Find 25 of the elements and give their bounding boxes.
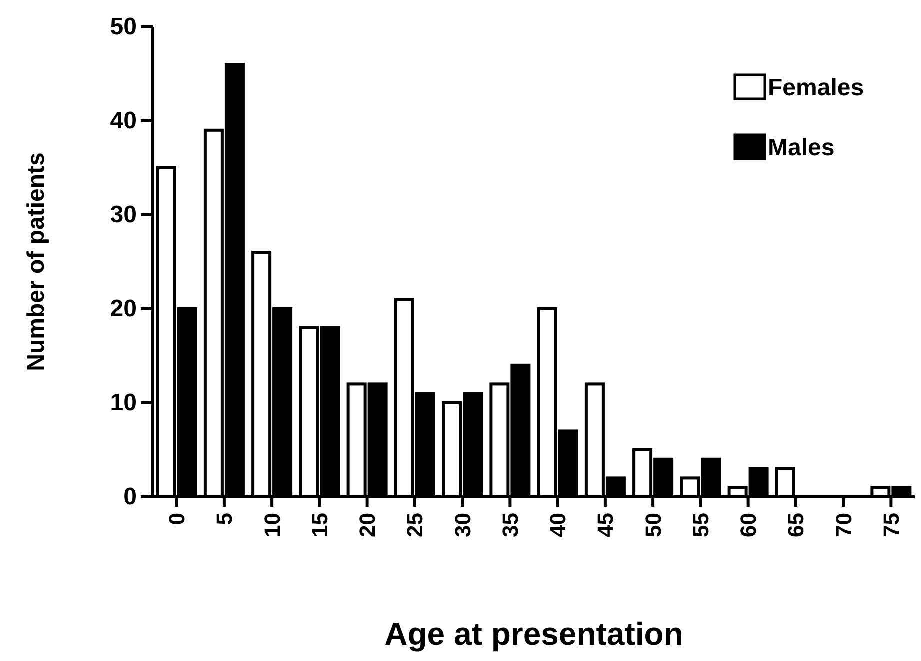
x-tick-label: 55 (688, 513, 714, 538)
y-tick-label: 50 (110, 14, 137, 41)
x-tick-label: 40 (546, 513, 571, 538)
x-tick-label: 20 (355, 513, 380, 538)
x-tick-label: 45 (593, 513, 618, 538)
x-tick-label: 25 (402, 513, 428, 538)
x-tick-label: 15 (307, 513, 332, 538)
x-tick-label: 75 (878, 513, 904, 538)
x-tick-label: 30 (450, 513, 476, 538)
x-tick-label: 35 (498, 513, 523, 538)
x-tick-label: 10 (260, 513, 285, 538)
x-tick-label: 5 (212, 513, 238, 526)
x-axis-title: Age at presentation (384, 616, 684, 652)
y-tick-label: 40 (110, 108, 137, 135)
y-tick-label: 10 (110, 390, 137, 417)
y-axis-title: Number of patients (23, 152, 50, 372)
x-tick-label: 70 (831, 513, 856, 538)
x-tick-label: 0 (164, 513, 190, 526)
y-tick-label: 30 (110, 202, 137, 229)
x-tick-label: 65 (784, 513, 809, 538)
legend-label: Females (768, 74, 864, 102)
x-tick-label: 50 (640, 513, 666, 538)
y-tick-label: 20 (110, 296, 137, 323)
x-tick-label: 60 (736, 513, 762, 538)
legend-label: Males (768, 134, 835, 162)
